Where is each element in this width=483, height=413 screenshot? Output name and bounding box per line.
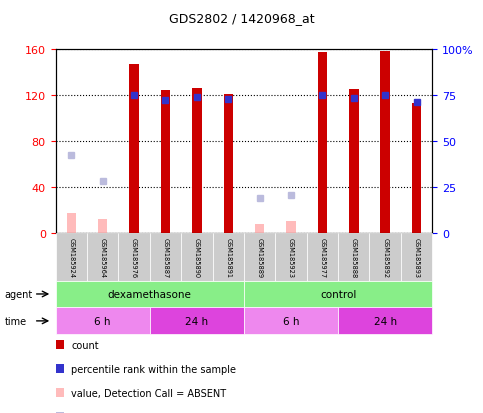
Text: count: count [71,340,99,350]
Text: GSM185964: GSM185964 [99,237,106,277]
Bar [67,214,76,233]
Bar [255,224,264,233]
Text: GSM185977: GSM185977 [319,237,326,277]
Text: GSM185923: GSM185923 [288,237,294,277]
Text: GSM185893: GSM185893 [413,237,420,277]
Bar [318,53,327,233]
Text: GSM185889: GSM185889 [256,237,263,277]
Text: percentile rank within the sample: percentile rank within the sample [71,364,237,374]
Text: GSM185890: GSM185890 [194,237,200,277]
Text: 24 h: 24 h [374,316,397,326]
Text: 6 h: 6 h [94,316,111,326]
Bar [224,94,233,233]
Text: control: control [320,289,356,299]
Bar [286,222,296,233]
Bar [192,89,201,233]
Text: agent: agent [5,289,33,299]
Text: GSM185887: GSM185887 [162,237,169,277]
Bar [412,104,421,233]
Text: GSM185891: GSM185891 [225,237,231,277]
Text: 24 h: 24 h [185,316,208,326]
Text: dexamethasone: dexamethasone [108,289,192,299]
Text: GSM185924: GSM185924 [68,237,74,277]
Text: GSM185888: GSM185888 [351,237,357,277]
Bar [98,220,107,233]
Text: GSM185892: GSM185892 [382,237,388,277]
Text: 6 h: 6 h [283,316,299,326]
Bar [381,52,390,233]
Bar [161,91,170,233]
Text: rank, Detection Call = ABSENT: rank, Detection Call = ABSENT [71,412,222,413]
Text: GSM185976: GSM185976 [131,237,137,277]
Text: GDS2802 / 1420968_at: GDS2802 / 1420968_at [169,12,314,25]
Text: value, Detection Call = ABSENT: value, Detection Call = ABSENT [71,388,227,398]
Bar [349,90,358,233]
Bar [129,64,139,233]
Text: time: time [5,316,27,326]
